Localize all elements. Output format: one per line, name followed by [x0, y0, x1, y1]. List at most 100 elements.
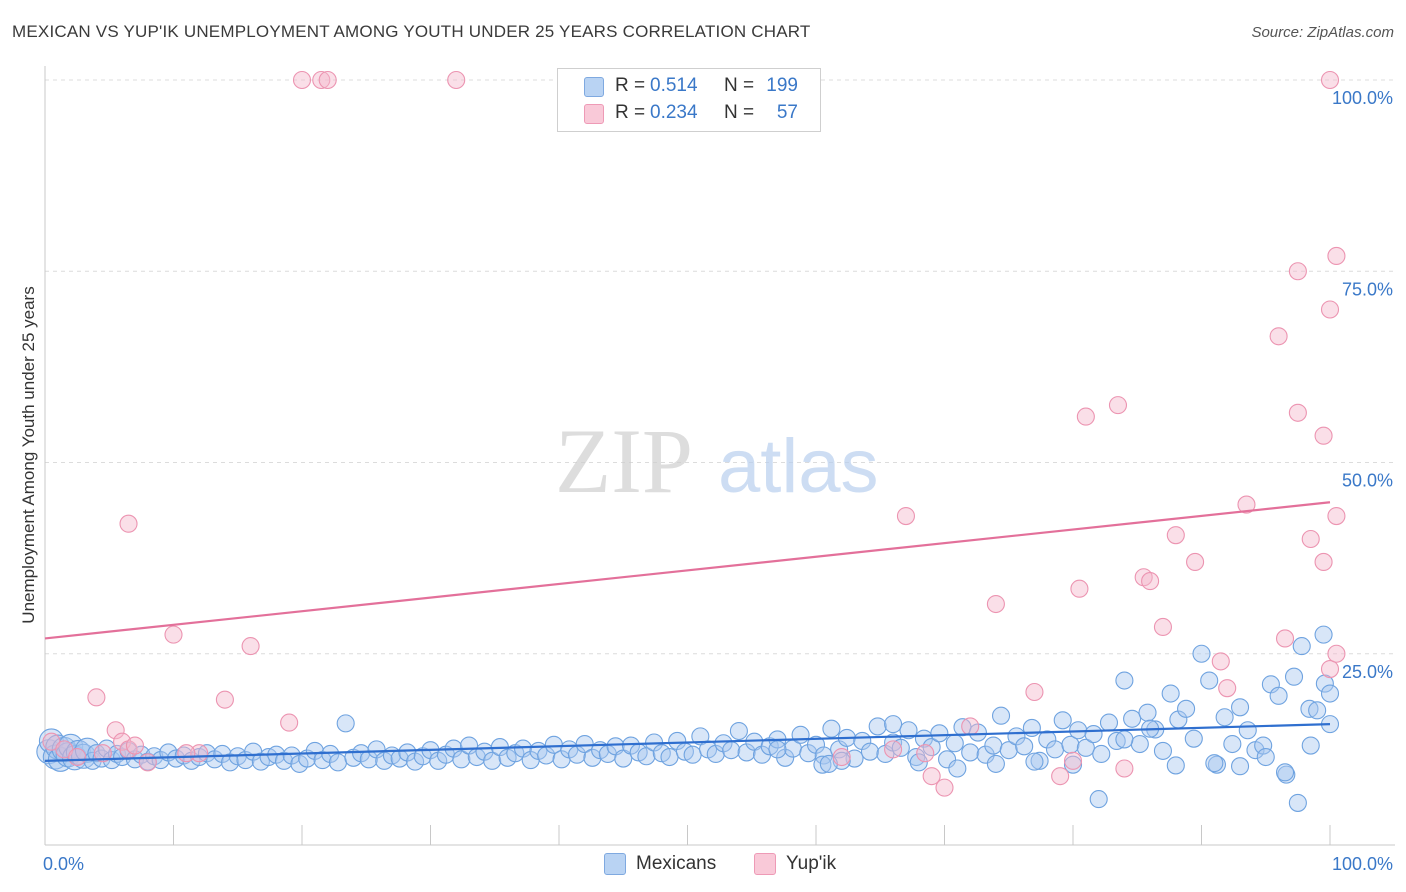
mexicans-point: [1254, 736, 1273, 755]
mexicans-point: [930, 724, 949, 743]
mexicans-point: [575, 734, 594, 754]
mexicans-point: [991, 706, 1011, 725]
mexicans-point: [984, 736, 1003, 755]
mexicans-point: [637, 747, 656, 766]
yupik-point: [1320, 70, 1340, 90]
y-axis-label: Unemployment Among Youth under 25 years: [19, 286, 38, 623]
yupik-point: [832, 747, 851, 767]
mexicans-point: [813, 755, 832, 774]
yupik-point: [164, 625, 183, 644]
mexicans-point: [1223, 734, 1242, 754]
mexicans-point: [768, 740, 787, 759]
legend-r-value: 0.514: [650, 75, 698, 96]
yupik-point: [1288, 262, 1307, 281]
legend-r-value: 0.234: [650, 102, 698, 123]
yupik-point: [1025, 682, 1044, 702]
mexicans-point: [1177, 699, 1196, 718]
mexicans-point: [891, 738, 910, 757]
mexicans-point: [1284, 667, 1304, 686]
mexicans-point: [1288, 793, 1307, 812]
yupik-point: [1070, 579, 1089, 598]
yupik-point: [1301, 529, 1320, 549]
watermark-zip: ZIP: [555, 410, 693, 512]
yupik-point: [1327, 644, 1346, 663]
mexicans-point: [483, 751, 502, 770]
mexicans-point: [305, 741, 324, 760]
legend-swatch-mexicans: [584, 77, 604, 97]
mexicans-point: [1115, 730, 1134, 749]
legend-n-value: 57: [776, 102, 798, 123]
legend-n-label: N =: [724, 102, 755, 123]
yupik-point: [318, 70, 337, 90]
y-tick-label: 100.0%: [1332, 88, 1393, 108]
bottom-legend-swatch-mexicans: [604, 853, 626, 875]
mexicans-point: [1025, 752, 1044, 771]
y-tick-label: 25.0%: [1342, 662, 1393, 682]
legend-n-value: 199: [766, 75, 798, 96]
yupik-point: [1141, 572, 1160, 591]
yupik-point: [1320, 300, 1340, 319]
yupik-point: [1186, 552, 1205, 572]
mexicans-point: [1138, 703, 1157, 722]
mexicans-trend-line: [44, 723, 1331, 762]
mexicans-point: [1115, 671, 1134, 690]
mexicans-point: [1256, 747, 1275, 767]
chart-title: MEXICAN VS YUP'IK UNEMPLOYMENT AMONG YOU…: [12, 22, 811, 41]
mexicans-point: [1161, 684, 1180, 703]
mexicans-point: [398, 743, 417, 762]
mexicans-point: [1123, 709, 1142, 728]
legend-swatch-yupik: [584, 104, 604, 124]
mexicans-point: [1038, 730, 1057, 749]
mexicans-point: [1166, 756, 1185, 775]
yupik-point: [1166, 526, 1185, 545]
yupik-point: [1108, 396, 1128, 415]
legend: R = 0.514 N = 199 R = 0.234 N = 57: [557, 68, 821, 132]
mexicans-point: [948, 759, 967, 778]
mexicans-point: [683, 745, 702, 764]
yupik-point: [1211, 652, 1230, 671]
mexicans-point: [909, 753, 928, 772]
yupik-point: [1237, 495, 1256, 514]
mexicans-point: [1107, 731, 1126, 751]
mexicans-point: [976, 745, 995, 764]
yupik-point: [292, 70, 312, 90]
mexicans-point: [722, 741, 741, 760]
yupik-point: [896, 506, 916, 526]
mexicans-point: [1084, 725, 1103, 744]
source-label: Source: ZipAtlas.com: [1251, 24, 1394, 41]
mexicans-point: [1308, 701, 1327, 720]
mexicans-point: [1099, 713, 1119, 732]
yupik-point: [68, 747, 87, 767]
mexicans-point: [87, 744, 106, 763]
mexicans-point: [621, 736, 641, 755]
mexicans-point: [1231, 698, 1250, 717]
yupik-point: [1320, 659, 1340, 679]
bottom-legend-label-yupik: Yup'ik: [786, 853, 837, 874]
legend-row-yupik: R = 0.234 N = 57: [558, 101, 818, 127]
mexicans-point: [1200, 671, 1219, 690]
yupik-point: [1314, 552, 1333, 572]
bottom-legend-swatch-yupik: [754, 853, 776, 875]
mexicans-point: [1089, 790, 1108, 809]
mexicans-point: [1153, 741, 1172, 760]
mexicans-point: [999, 741, 1018, 760]
legend-r-label: R =: [615, 75, 646, 96]
mexicans-point: [1192, 644, 1211, 663]
yupik-point: [1063, 751, 1083, 770]
mexicans-point: [938, 750, 957, 769]
yupik-point: [280, 713, 299, 732]
trend-lines: [44, 501, 1331, 762]
tick-labels: 25.0% 50.0% 75.0% 100.0% 0.0% 100.0%: [43, 88, 1393, 874]
yupik-point: [1288, 403, 1307, 422]
yupik-point: [1076, 407, 1095, 426]
axes: [44, 66, 1395, 846]
mexicans-point: [1184, 729, 1203, 748]
yupik-point: [138, 753, 157, 772]
yupik-point: [1051, 767, 1070, 786]
legend-n-label: N =: [724, 75, 755, 96]
mexicans-point: [1300, 699, 1319, 718]
mexicans-point: [961, 743, 980, 762]
mexicans-point: [1053, 711, 1072, 730]
series-yupik: [42, 70, 1346, 797]
mexicans-point: [1092, 744, 1111, 764]
